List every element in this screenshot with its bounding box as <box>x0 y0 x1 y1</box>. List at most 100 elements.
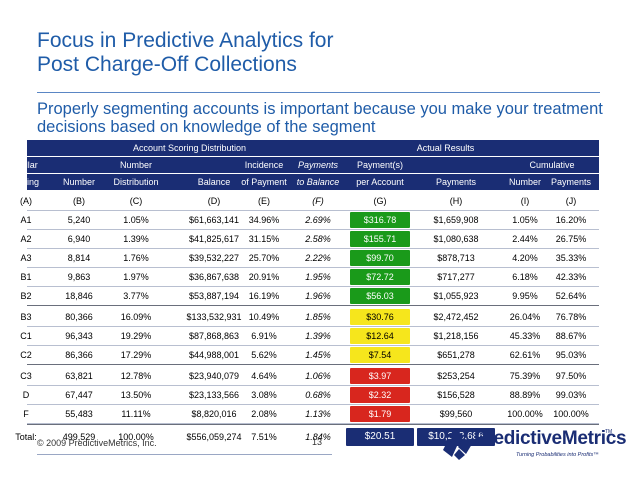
payments-cell: $651,278 <box>437 350 475 360</box>
distribution-cell: 11.11% <box>121 409 151 419</box>
number-cell: 18,846 <box>65 291 93 301</box>
header3-cumulative-payments: Payments <box>550 177 592 187</box>
row-divider <box>27 345 599 346</box>
row-divider <box>27 423 599 424</box>
copyright: © 2009 PredictiveMetrics, Inc. <box>37 438 157 448</box>
payment-per-account-cell: $7.54 <box>350 347 410 363</box>
payment-per-account-cell: $12.64 <box>350 328 410 344</box>
payments-cell: $878,713 <box>437 253 475 263</box>
table-row: A1 5,240 1.05% $61,663,141 34.96% 2.69% $316.7… <box>20 211 599 229</box>
distribution-cell: 3.77% <box>123 291 149 301</box>
distribution-cell: 1.76% <box>123 253 149 263</box>
column-letter-cumulative-number: (I) <box>520 196 530 206</box>
incidence-of-payment-cell: 2.08% <box>251 409 277 419</box>
payments-to-balance-cell: 1.06% <box>305 371 331 381</box>
table-row: B3 80,366 16.09% $133,532,931 10.49% 1.85% $30… <box>20 308 599 326</box>
dollar-rating-cell: B1 <box>20 272 32 282</box>
group-actual-results: Actual Results <box>416 143 475 153</box>
cumulative-payments-cell: 35.33% <box>555 253 587 263</box>
header3-cumulative-number: Number <box>508 177 541 187</box>
table-row: F 55,483 11.11% $8,820,016 2.08% 1.13% $1.79 $9… <box>23 405 599 423</box>
cumulative-number-cell: 62.61% <box>509 350 541 360</box>
title-divider <box>37 92 600 93</box>
total-balance: $556,059,274 <box>186 432 242 442</box>
header3-payments: Payments <box>435 177 477 187</box>
cumulative-payments-cell: 26.75% <box>555 234 587 244</box>
incidence-of-payment-cell: 3.08% <box>251 390 277 400</box>
balance-cell: $133,532,931 <box>186 312 242 322</box>
total-payments-to-balance: 1.84% <box>305 432 331 442</box>
balance-cell: $61,663,141 <box>188 215 240 225</box>
payment-per-account-cell: $2.32 <box>350 387 410 403</box>
table-row: C1 96,343 19.29% $87,868,863 6.91% 1.39% $12.6… <box>20 327 599 345</box>
row-divider <box>27 364 599 365</box>
balance-cell: $36,867,638 <box>188 272 240 282</box>
column-letter-payment-per-account: (G) <box>373 196 387 206</box>
balance-cell: $41,825,617 <box>188 234 240 244</box>
slide-title: Focus in Predictive Analytics for Post C… <box>37 29 333 77</box>
balance-cell: $8,820,016 <box>191 409 237 419</box>
balance-cell: $23,940,079 <box>188 371 240 381</box>
cumulative-number-cell: 6.18% <box>512 272 538 282</box>
row-divider <box>27 404 599 405</box>
header2-payments-to-balance: Payments <box>297 160 339 170</box>
cumulative-payments-cell: 99.03% <box>555 390 587 400</box>
total-label: Total: <box>15 432 37 442</box>
header3-payments-to-balance: to Balance <box>296 177 340 187</box>
footer-divider <box>37 454 332 455</box>
payments-to-balance-cell: 1.85% <box>305 312 331 322</box>
company-logo: PredictiveMetrics TM Turning Probabiliti… <box>440 425 627 465</box>
payments-to-balance-cell: 1.45% <box>305 350 331 360</box>
distribution-cell: 1.97% <box>123 272 149 282</box>
payments-to-balance-cell: 2.69% <box>305 215 331 225</box>
cumulative-payments-cell: 42.33% <box>555 272 587 282</box>
payments-cell: $253,254 <box>437 371 475 381</box>
distribution-cell: 16.09% <box>120 312 152 322</box>
table-row: A3 8,814 1.76% $39,532,227 25.70% 2.22% $99.70… <box>20 249 599 267</box>
number-cell: 67,447 <box>65 390 93 400</box>
incidence-of-payment-cell: 20.91% <box>248 272 280 282</box>
row-divider <box>27 248 599 249</box>
table-row: C2 86,366 17.29% $44,988,001 5.62% 1.45% $7.54… <box>20 346 599 364</box>
dollar-rating-cell: C3 <box>20 371 32 381</box>
row-divider <box>27 424 599 425</box>
payment-per-account-cell: $316.78 <box>350 212 410 228</box>
payment-per-account-cell: $155.71 <box>350 231 410 247</box>
slide-subtitle: Properly segmenting accounts is importan… <box>37 100 603 136</box>
cumulative-number-cell: 1.05% <box>512 215 538 225</box>
payments-to-balance-cell: 1.39% <box>305 331 331 341</box>
payment-per-account-cell: $56.03 <box>350 288 410 304</box>
cumulative-number-cell: 9.95% <box>512 291 538 301</box>
header2-dollar-rating: Dollar <box>14 160 38 170</box>
cumulative-number-cell: 88.89% <box>509 390 541 400</box>
cumulative-payments-cell: 52.64% <box>555 291 587 301</box>
table-row: A2 6,940 1.39% $41,825,617 31.15% 2.58% $155.7… <box>20 230 599 248</box>
dollar-rating-cell: C2 <box>20 350 32 360</box>
number-cell: 5,240 <box>67 215 91 225</box>
row-divider <box>27 286 599 287</box>
cumulative-number-cell: 75.39% <box>509 371 541 381</box>
table-header-row-3: Rating Number Distribution Balance of Paymen… <box>13 174 599 190</box>
header2-distribution: Number <box>119 160 152 170</box>
header3-dollar-rating: Rating <box>12 177 39 187</box>
payments-cell: $99,560 <box>439 409 473 419</box>
table-group-header: Account Scoring Distribution Actual Resu… <box>27 140 599 156</box>
payments-cell: $1,080,638 <box>433 234 479 244</box>
number-cell: 86,366 <box>65 350 93 360</box>
cumulative-payments-cell: 100.00% <box>553 409 589 419</box>
payment-per-account-cell: $30.76 <box>350 309 410 325</box>
row-divider <box>27 267 599 268</box>
group-account-scoring: Account Scoring Distribution <box>132 143 247 153</box>
payments-cell: $1,659,908 <box>433 215 479 225</box>
dollar-rating-cell: B3 <box>20 312 32 322</box>
incidence-of-payment-cell: 4.64% <box>251 371 277 381</box>
dollar-rating-cell: A2 <box>20 234 32 244</box>
incidence-of-payment-cell: 5.62% <box>251 350 277 360</box>
row-divider <box>27 326 599 327</box>
payment-per-account-cell: $1.79 <box>350 406 410 422</box>
payment-per-account-cell: $72.72 <box>350 269 410 285</box>
table-header-row-2: Dollar Number Incidence Payments Payment(s) C… <box>14 157 599 173</box>
column-letter-row: (A) (B) (C) (D) (E) (F) (G) (H) (I) (J) <box>20 192 599 210</box>
incidence-of-payment-cell: 25.70% <box>248 253 280 263</box>
payment-per-account-cell: $99.70 <box>350 250 410 266</box>
